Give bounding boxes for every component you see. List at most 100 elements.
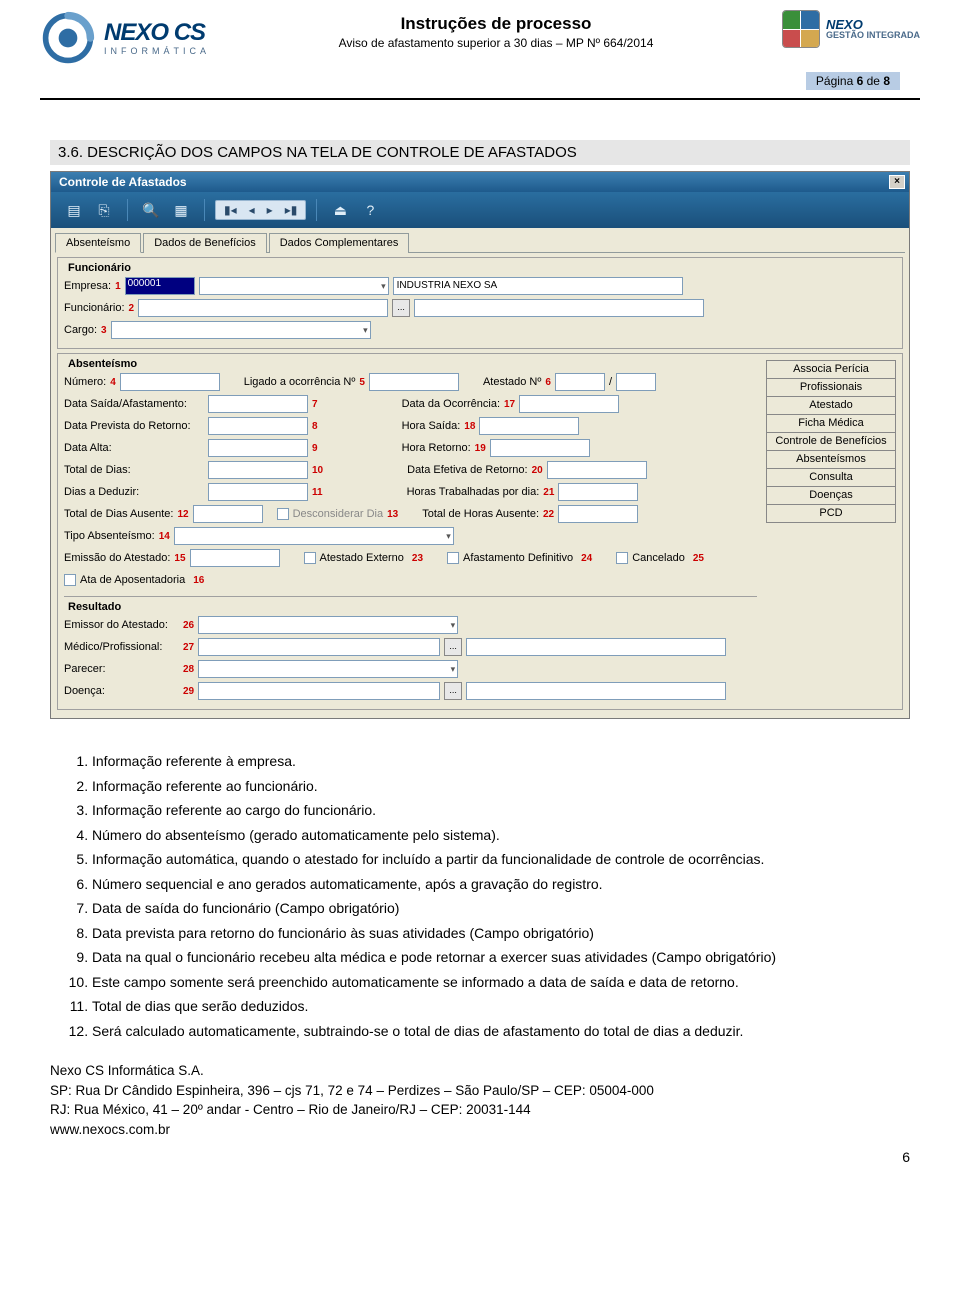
toolbar: ▤ ⎘ 🔍 ▦ ▮◂ ◂ ▸ ▸▮ ⏏ ? bbox=[51, 192, 909, 228]
lbl-cargo: Cargo: bbox=[64, 324, 97, 336]
tab-complementares[interactable]: Dados Complementares bbox=[269, 233, 410, 253]
input-emissao[interactable] bbox=[190, 549, 280, 567]
lbl-doenca: Doença: bbox=[64, 685, 179, 697]
select-emissor[interactable] bbox=[198, 616, 458, 634]
input-total-horas[interactable] bbox=[558, 505, 638, 523]
num-15: 15 bbox=[174, 553, 185, 564]
num-13: 13 bbox=[387, 509, 398, 520]
header-center: Instruções de processo Aviso de afastame… bbox=[210, 14, 782, 50]
input-data-prev[interactable] bbox=[208, 417, 308, 435]
num-1: 1 bbox=[115, 281, 121, 292]
lbl-hora-saida: Hora Saída: bbox=[402, 420, 461, 432]
lbl-atestado: Atestado Nº bbox=[483, 376, 541, 388]
num-26: 26 bbox=[183, 620, 194, 631]
exit-icon[interactable]: ⏏ bbox=[327, 198, 353, 222]
chk-desconsiderar[interactable] bbox=[277, 508, 289, 520]
btn-consulta[interactable]: Consulta bbox=[766, 468, 896, 487]
input-total-dias-aus[interactable] bbox=[193, 505, 263, 523]
last-icon[interactable]: ▸▮ bbox=[285, 203, 298, 217]
btn-atestado[interactable]: Atestado bbox=[766, 396, 896, 415]
help-icon[interactable]: ? bbox=[357, 198, 383, 222]
right-sub: GESTÃO INTEGRADA bbox=[826, 31, 920, 40]
list-item: Informação referente ao cargo do funcion… bbox=[92, 798, 910, 823]
lbl-emissao: Emissão do Atestado: bbox=[64, 552, 170, 564]
search-icon[interactable]: 🔍 bbox=[138, 198, 164, 222]
copy-icon[interactable]: ⎘ bbox=[91, 198, 117, 222]
lookup-funcionario[interactable]: ... bbox=[392, 299, 410, 317]
tab-beneficios[interactable]: Dados de Benefícios bbox=[143, 233, 267, 253]
table-icon[interactable]: ▦ bbox=[168, 198, 194, 222]
input-data-efet[interactable] bbox=[547, 461, 647, 479]
brand-text: NEXO bbox=[104, 19, 168, 46]
input-empresa[interactable]: 000001 bbox=[125, 277, 195, 295]
num-21: 21 bbox=[543, 487, 554, 498]
num-12: 12 bbox=[177, 509, 188, 520]
titlebar: Controle de Afastados × bbox=[51, 172, 909, 192]
select-cargo[interactable] bbox=[111, 321, 371, 339]
input-ligado[interactable] bbox=[369, 373, 459, 391]
fieldset-funcionario: Funcionário Empresa:1 000001 INDUSTRIA N… bbox=[57, 257, 903, 349]
input-atestado-ano[interactable] bbox=[616, 373, 656, 391]
lbl-empresa: Empresa: bbox=[64, 280, 111, 292]
btn-associa-pericia[interactable]: Associa Perícia bbox=[766, 360, 896, 379]
first-icon[interactable]: ▮◂ bbox=[224, 203, 237, 217]
num-3: 3 bbox=[101, 325, 107, 336]
lookup-medico[interactable]: ... bbox=[444, 638, 462, 656]
empresa-nome: INDUSTRIA NEXO SA bbox=[393, 277, 683, 295]
btn-absenteismos[interactable]: Absenteísmos bbox=[766, 450, 896, 469]
select-tipo-abs[interactable] bbox=[174, 527, 454, 545]
tab-absenteismo[interactable]: Absenteísmo bbox=[55, 233, 141, 253]
doenca-nome bbox=[466, 682, 726, 700]
list-item: Será calculado automaticamente, subtrain… bbox=[92, 1019, 910, 1044]
input-funcionario[interactable] bbox=[138, 299, 388, 317]
input-medico[interactable] bbox=[198, 638, 440, 656]
num-14: 14 bbox=[159, 531, 170, 542]
page-badge: Página 6 de 8 bbox=[806, 72, 900, 90]
input-doenca[interactable] bbox=[198, 682, 440, 700]
input-dias-ded[interactable] bbox=[208, 483, 308, 501]
lbl-hora-ret: Hora Retorno: bbox=[402, 442, 471, 454]
input-hora-saida[interactable] bbox=[479, 417, 579, 435]
lbl-horas-trab: Horas Trabalhadas por dia: bbox=[407, 486, 540, 498]
app-window: Controle de Afastados × ▤ ⎘ 🔍 ▦ ▮◂ ◂ ▸ ▸… bbox=[50, 171, 910, 719]
input-hora-ret[interactable] bbox=[490, 439, 590, 457]
num-5: 5 bbox=[359, 377, 365, 388]
btn-controle-benef[interactable]: Controle de Benefícios bbox=[766, 432, 896, 451]
input-data-saida[interactable] bbox=[208, 395, 308, 413]
prev-icon[interactable]: ◂ bbox=[249, 203, 255, 217]
chk-cancel[interactable] bbox=[616, 552, 628, 564]
input-horas-trab[interactable] bbox=[558, 483, 638, 501]
input-data-ocor[interactable] bbox=[519, 395, 619, 413]
chk-ata[interactable] bbox=[64, 574, 76, 586]
btn-doencas[interactable]: Doenças bbox=[766, 486, 896, 505]
num-24: 24 bbox=[581, 553, 592, 564]
save-icon[interactable]: ▤ bbox=[61, 198, 87, 222]
input-atestado[interactable] bbox=[555, 373, 605, 391]
brand-sub: INFORMÁTICA bbox=[104, 47, 210, 56]
chk-afast-def[interactable] bbox=[447, 552, 459, 564]
list-item: Total de dias que serão deduzidos. bbox=[92, 994, 910, 1019]
funcionario-nome bbox=[414, 299, 704, 317]
btn-ficha-medica[interactable]: Ficha Médica bbox=[766, 414, 896, 433]
list-item: Informação referente à empresa. bbox=[92, 749, 910, 774]
legend-resultado: Resultado bbox=[64, 601, 757, 613]
select-parecer[interactable] bbox=[198, 660, 458, 678]
num-10: 10 bbox=[312, 465, 323, 476]
select-empresa[interactable] bbox=[199, 277, 389, 295]
lbl-atest-ext: Atestado Externo bbox=[320, 552, 404, 564]
num-29: 29 bbox=[183, 686, 194, 697]
lbl-total-dias-aus: Total de Dias Ausente: bbox=[64, 508, 173, 520]
lbl-tipo-abs: Tipo Absenteísmo: bbox=[64, 530, 155, 542]
input-numero[interactable] bbox=[120, 373, 220, 391]
chk-atest-ext[interactable] bbox=[304, 552, 316, 564]
btn-profissionais[interactable]: Profissionais bbox=[766, 378, 896, 397]
lookup-doenca[interactable]: ... bbox=[444, 682, 462, 700]
swirl-icon bbox=[40, 10, 96, 66]
input-total-dias[interactable] bbox=[208, 461, 308, 479]
input-data-alta[interactable] bbox=[208, 439, 308, 457]
num-19: 19 bbox=[475, 443, 486, 454]
close-icon[interactable]: × bbox=[889, 175, 905, 189]
btn-pcd[interactable]: PCD bbox=[766, 504, 896, 523]
num-6: 6 bbox=[545, 377, 551, 388]
next-icon[interactable]: ▸ bbox=[267, 203, 273, 217]
